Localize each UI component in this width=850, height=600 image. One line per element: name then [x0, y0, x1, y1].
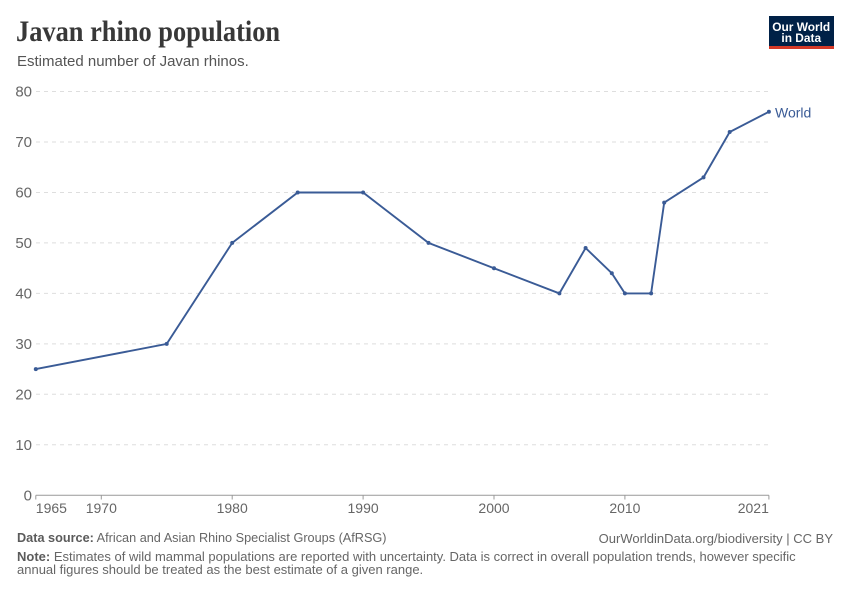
svg-text:30: 30 [15, 336, 32, 353]
svg-text:2000: 2000 [478, 500, 509, 516]
svg-text:50: 50 [15, 235, 32, 252]
svg-text:1990: 1990 [348, 500, 379, 516]
svg-text:80: 80 [15, 84, 32, 101]
svg-text:2021: 2021 [738, 500, 769, 516]
svg-text:0: 0 [24, 487, 32, 504]
svg-text:60: 60 [15, 185, 32, 202]
svg-text:2010: 2010 [609, 500, 640, 516]
svg-text:World: World [775, 105, 811, 121]
svg-text:70: 70 [15, 134, 32, 151]
svg-text:40: 40 [15, 285, 32, 302]
svg-text:20: 20 [15, 386, 32, 403]
svg-text:1970: 1970 [86, 500, 117, 516]
svg-text:1965: 1965 [36, 500, 67, 516]
svg-text:10: 10 [15, 437, 32, 454]
svg-text:1980: 1980 [217, 500, 248, 516]
